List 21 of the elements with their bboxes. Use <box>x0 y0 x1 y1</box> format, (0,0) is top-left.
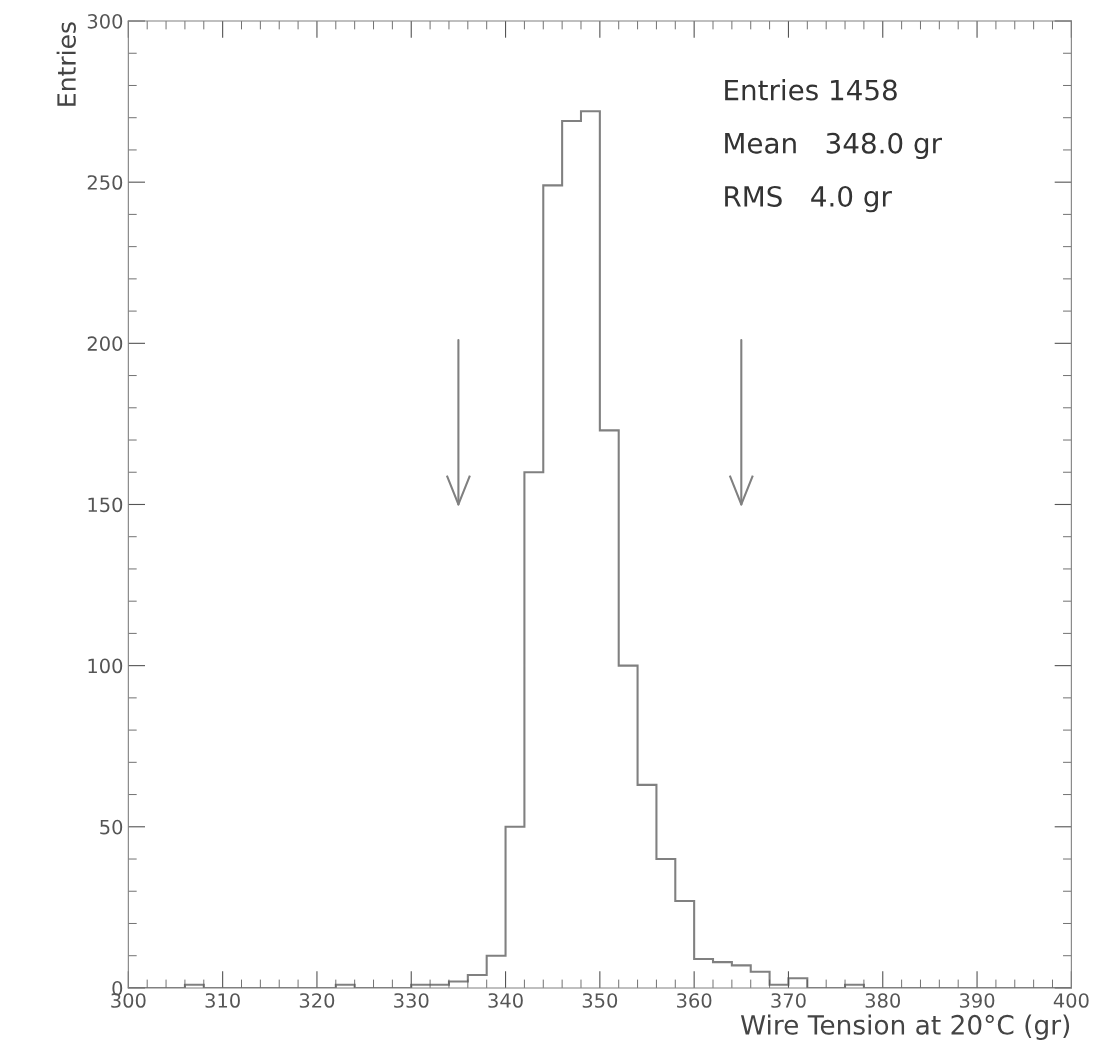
annotation: Entries 1458 <box>725 79 897 101</box>
x-tick-label: 330 <box>394 993 429 1008</box>
x-tick-label: 350 <box>582 993 618 1008</box>
x-tick-label: 390 <box>959 993 995 1008</box>
x-tick-label: 360 <box>677 993 712 1008</box>
x-tick-label: 320 <box>299 993 335 1008</box>
y-tick-label: 200 <box>87 336 123 351</box>
annotation: RMS 4.0 gr <box>725 185 892 213</box>
x-axis-title: Wire Tension at 20°C (gr) <box>740 1014 1070 1040</box>
y-tick-label: 300 <box>87 13 123 29</box>
x-tick-label: 400 <box>1053 993 1089 1008</box>
x-tick-label: 340 <box>488 993 523 1008</box>
y-tick-label: 50 <box>100 819 123 835</box>
x-tick-label: 370 <box>771 993 806 1008</box>
y-tick-label: 150 <box>88 497 123 513</box>
x-tick-label: 380 <box>865 993 901 1008</box>
y-tick-label: 250 <box>87 175 123 190</box>
y-tick-label: 100 <box>88 658 123 674</box>
y-axis-title: Entries <box>56 22 76 106</box>
x-tick-label: 310 <box>205 993 240 1008</box>
annotation: Mean 348.0 gr <box>725 132 943 160</box>
